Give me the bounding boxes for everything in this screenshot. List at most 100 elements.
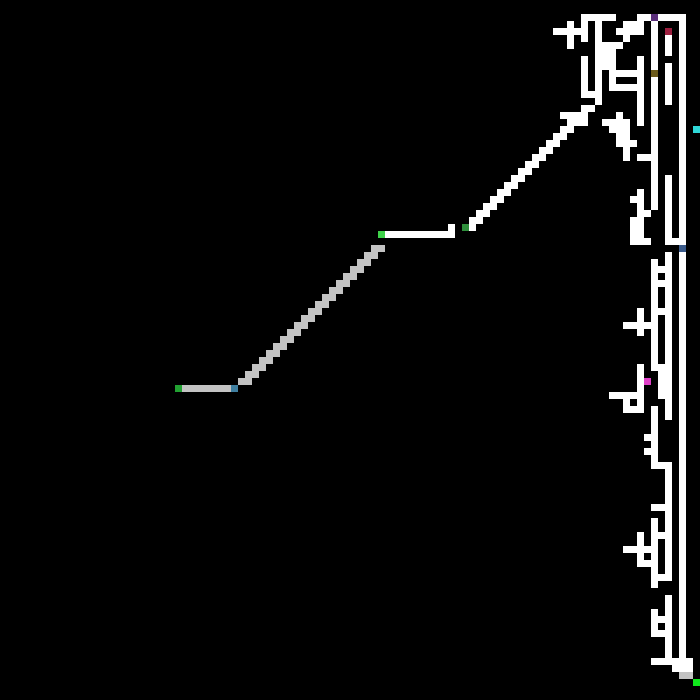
maze-wall-segment xyxy=(651,574,672,581)
maze-wall-segment xyxy=(448,224,455,238)
maze-wall-segment xyxy=(637,56,644,126)
maze-wall-segment xyxy=(651,609,658,630)
maze-wall-segment xyxy=(665,469,672,581)
maze-wall-segment xyxy=(658,14,686,21)
maze-wall-segment xyxy=(581,91,602,98)
maze-wall-segment xyxy=(651,462,672,469)
waypoint-marker-2 xyxy=(378,231,385,238)
maze-wall-segment xyxy=(637,14,644,35)
maze-wall-segment xyxy=(686,658,693,672)
solved-path-segment xyxy=(329,287,343,294)
maze-wall-segment xyxy=(623,21,630,42)
maze-wall-segment xyxy=(651,560,658,581)
end-marker xyxy=(693,679,700,686)
maze-wall-segment xyxy=(518,168,532,175)
maze-wall-segment xyxy=(630,196,644,203)
maze-wall-segment xyxy=(581,14,588,42)
maze-wall-segment xyxy=(630,217,637,245)
maze-wall-segment xyxy=(651,630,665,637)
maze-wall-segment xyxy=(567,119,581,126)
solved-path-segment xyxy=(371,245,385,252)
maze-wall-segment xyxy=(602,42,623,49)
maze-wall-segment xyxy=(504,182,518,189)
maze-wall-segment xyxy=(497,189,511,196)
solved-path-segment xyxy=(364,252,378,259)
maze-wall-segment xyxy=(476,210,490,217)
solved-path-segment xyxy=(357,259,371,266)
maze-walls xyxy=(385,14,693,672)
maze-wall-segment xyxy=(651,322,658,364)
maze-wall-segment xyxy=(637,364,644,413)
maze-wall-segment xyxy=(609,84,630,91)
maze-wall-segment xyxy=(665,252,672,420)
maze-wall-segment xyxy=(616,112,623,147)
waypoint-marker-5 xyxy=(644,378,651,385)
maze-wall-segment xyxy=(623,392,630,413)
maze-wall-segment xyxy=(665,63,672,105)
maze-wall-segment xyxy=(665,28,672,56)
waypoint-marker-7 xyxy=(651,70,658,77)
maze-wall-segment xyxy=(595,14,602,105)
maze-wall-segment xyxy=(539,147,553,154)
maze-wall-segment xyxy=(637,154,658,161)
solved-path-segment xyxy=(287,329,301,336)
maze-wall-segment xyxy=(490,196,504,203)
solved-path-segment xyxy=(280,336,294,343)
waypoint-marker-6 xyxy=(665,28,672,35)
solved-path-segment xyxy=(245,371,259,378)
solved-path-segment xyxy=(679,672,693,679)
maze-wall-segment xyxy=(616,70,644,77)
maze-wall-segment xyxy=(651,441,658,469)
maze-wall-segment xyxy=(623,406,644,413)
waypoint-marker-1 xyxy=(231,385,238,392)
maze-wall-segment xyxy=(525,161,539,168)
maze-wall-segment xyxy=(644,434,658,441)
solved-path-segment xyxy=(182,385,231,392)
maze-wall-segment xyxy=(651,658,679,665)
maze-wall-segment xyxy=(623,119,630,161)
maze-wall-segment xyxy=(623,84,644,91)
solved-path-segment xyxy=(315,301,329,308)
waypoint-marker-3 xyxy=(462,224,469,231)
maze-wall-segment xyxy=(651,266,672,273)
maze-wall-segment xyxy=(546,140,560,147)
maze-wall-segment xyxy=(651,14,658,35)
maze-wall-segment xyxy=(651,504,665,511)
maze-wall-segment xyxy=(560,112,581,119)
maze-wall-segment xyxy=(651,308,665,315)
maze-wall-segment xyxy=(385,231,455,238)
maze-wall-segment xyxy=(637,532,644,560)
maze-wall-segment xyxy=(602,42,609,70)
maze-wall-segment xyxy=(483,203,497,210)
maze-wall-segment xyxy=(665,238,679,245)
maze-wall-segment xyxy=(511,175,525,182)
maze-wall-segment xyxy=(553,133,567,140)
maze-wall-segment xyxy=(665,637,672,658)
maze-wall-segment xyxy=(532,154,546,161)
maze-wall-segment xyxy=(581,56,588,98)
maze-wall-segment xyxy=(623,21,644,28)
maze-markers xyxy=(175,14,700,686)
solved-path-segment xyxy=(238,378,252,385)
waypoint-marker-8 xyxy=(651,14,658,21)
maze-wall-segment xyxy=(637,210,651,217)
waypoint-marker-9 xyxy=(679,245,686,252)
maze-wall-segment xyxy=(672,665,686,672)
maze-wall-segment xyxy=(637,14,658,21)
maze-wall-segment xyxy=(581,105,588,126)
maze-wall-segment xyxy=(665,595,672,665)
solved-path xyxy=(182,245,693,679)
maze-wall-segment xyxy=(609,49,616,91)
maze-wall-segment xyxy=(560,126,574,133)
maze-wall-segment xyxy=(651,532,665,539)
maze-wall-segment xyxy=(637,308,644,336)
maze-wall-segment xyxy=(658,371,672,378)
solved-path-segment xyxy=(273,343,287,350)
maze-wall-segment xyxy=(651,280,658,301)
maze-wall-segment xyxy=(679,14,686,665)
solved-path-segment xyxy=(322,294,336,301)
solved-path-segment xyxy=(252,364,266,371)
maze-wall-segment xyxy=(469,217,483,224)
